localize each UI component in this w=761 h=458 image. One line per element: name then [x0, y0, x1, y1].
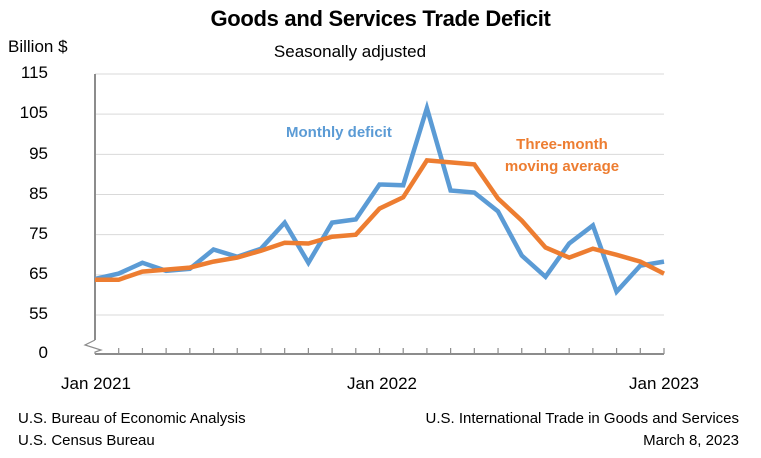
y-tick-label: 105 [19, 103, 48, 122]
annotation-monthly-deficit: Monthly deficit [286, 124, 392, 141]
annotation-moving-average: Three-month moving average [498, 134, 626, 178]
series-line-moving-average [95, 158, 666, 282]
source-line-census: U.S. Census Bureau [18, 432, 155, 449]
annotation-moving-average-line1: Three-month [516, 136, 608, 153]
x-tick-label: Jan 2023 [629, 374, 699, 393]
y-tick-label: 55 [29, 304, 48, 323]
y-tick-label: 65 [29, 264, 48, 283]
y-tick-label: 95 [29, 144, 48, 163]
annotation-moving-average-line2: moving average [504, 158, 620, 175]
chart-subtitle: Seasonally adjusted [273, 42, 427, 61]
release-date: March 8, 2023 [643, 432, 739, 449]
release-note: U.S. International Trade in Goods and Se… [425, 408, 739, 452]
source-note: U.S. Bureau of Economic Analysis U.S. Ce… [18, 408, 246, 452]
release-title: U.S. International Trade in Goods and Se… [425, 410, 739, 427]
axes [83, 74, 665, 355]
y-tick-label: 115 [20, 63, 48, 82]
axis-break-icon [83, 339, 103, 354]
gridlines [95, 73, 664, 316]
x-tick-label: Jan 2021 [61, 374, 131, 393]
y-axis-label: Billion $ [8, 37, 68, 56]
chart-title: Goods and Services Trade Deficit [210, 6, 551, 31]
series-lines [94, 100, 666, 296]
x-tick-label: Jan 2022 [347, 374, 417, 393]
y-tick-label: 75 [29, 224, 48, 243]
y-tick-label: 0 [38, 343, 48, 362]
source-line-bea: U.S. Bureau of Economic Analysis [18, 410, 246, 427]
y-tick-label: 85 [29, 184, 48, 203]
